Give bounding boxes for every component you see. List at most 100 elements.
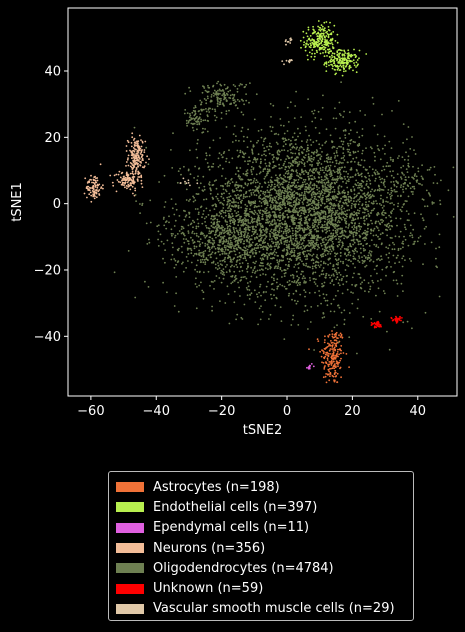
data-point bbox=[305, 150, 308, 153]
data-point bbox=[269, 179, 272, 182]
data-point bbox=[313, 187, 315, 190]
data-point bbox=[195, 232, 198, 235]
data-point bbox=[358, 174, 361, 177]
data-point bbox=[248, 156, 251, 159]
data-point bbox=[130, 162, 133, 165]
data-point bbox=[317, 199, 319, 202]
data-point bbox=[263, 203, 266, 206]
data-point bbox=[336, 351, 339, 353]
data-point bbox=[377, 213, 380, 215]
data-point bbox=[215, 205, 218, 208]
data-point bbox=[302, 196, 305, 199]
data-point bbox=[349, 243, 351, 245]
data-point bbox=[407, 159, 410, 161]
data-point bbox=[293, 178, 296, 181]
data-point bbox=[358, 198, 361, 200]
data-point bbox=[237, 237, 240, 239]
data-point bbox=[274, 304, 277, 307]
data-point bbox=[129, 172, 132, 175]
data-point bbox=[138, 176, 141, 178]
data-point bbox=[332, 351, 335, 354]
data-point bbox=[117, 180, 120, 183]
data-point bbox=[278, 229, 281, 232]
data-point bbox=[176, 181, 179, 184]
data-point bbox=[288, 201, 290, 203]
data-point bbox=[234, 274, 237, 277]
data-point bbox=[320, 24, 323, 26]
data-point bbox=[119, 181, 122, 184]
data-point bbox=[343, 166, 346, 169]
data-point bbox=[409, 232, 412, 235]
data-point bbox=[141, 140, 144, 143]
data-point bbox=[326, 354, 328, 356]
data-point bbox=[225, 160, 227, 163]
data-point bbox=[243, 240, 246, 243]
data-point bbox=[300, 246, 302, 248]
data-point bbox=[203, 185, 206, 188]
data-point bbox=[391, 225, 394, 228]
data-point bbox=[353, 252, 356, 255]
data-point bbox=[311, 151, 313, 154]
data-point bbox=[353, 188, 356, 191]
data-point bbox=[338, 170, 341, 173]
data-point bbox=[264, 191, 267, 194]
data-point bbox=[225, 157, 228, 160]
data-point bbox=[272, 235, 275, 238]
data-point bbox=[242, 135, 245, 138]
data-point bbox=[268, 191, 271, 194]
data-point bbox=[340, 349, 342, 352]
data-point bbox=[332, 169, 335, 172]
data-point bbox=[327, 345, 330, 347]
data-point bbox=[121, 179, 123, 182]
data-point bbox=[254, 211, 257, 214]
data-point bbox=[244, 196, 247, 198]
data-point bbox=[314, 223, 316, 226]
data-point bbox=[249, 208, 251, 211]
data-point bbox=[347, 52, 350, 55]
data-point bbox=[336, 54, 339, 56]
data-point bbox=[240, 232, 243, 235]
data-point bbox=[332, 273, 335, 276]
data-point bbox=[90, 179, 92, 181]
data-point bbox=[387, 247, 390, 250]
data-point bbox=[250, 292, 253, 295]
data-point bbox=[275, 281, 278, 284]
data-point bbox=[297, 203, 300, 206]
data-point bbox=[323, 243, 326, 246]
data-point bbox=[282, 164, 285, 167]
data-point bbox=[275, 234, 278, 236]
data-point bbox=[347, 246, 350, 248]
data-point bbox=[302, 36, 305, 39]
data-point bbox=[262, 192, 264, 195]
data-point bbox=[339, 232, 342, 235]
data-point bbox=[303, 148, 305, 151]
data-point bbox=[134, 162, 137, 165]
data-point bbox=[242, 197, 245, 200]
data-point bbox=[363, 187, 366, 190]
data-point bbox=[269, 244, 272, 247]
data-point bbox=[289, 144, 291, 147]
data-point bbox=[359, 164, 362, 167]
data-point bbox=[310, 237, 312, 240]
data-point bbox=[350, 260, 352, 263]
data-point bbox=[334, 255, 337, 257]
data-point bbox=[335, 151, 338, 154]
data-point bbox=[341, 60, 344, 63]
data-point bbox=[175, 276, 178, 278]
data-point bbox=[357, 150, 359, 153]
data-point bbox=[173, 305, 176, 307]
data-point bbox=[164, 261, 166, 264]
data-point bbox=[132, 167, 134, 170]
data-point bbox=[280, 193, 282, 196]
data-point bbox=[243, 140, 245, 143]
data-point bbox=[400, 282, 403, 285]
data-point bbox=[243, 253, 246, 256]
data-point bbox=[190, 249, 193, 252]
data-point bbox=[318, 294, 321, 297]
data-point bbox=[244, 226, 247, 229]
data-point bbox=[312, 237, 315, 240]
data-point bbox=[350, 176, 352, 179]
data-point bbox=[244, 160, 246, 163]
data-point bbox=[416, 240, 419, 243]
data-point bbox=[304, 281, 307, 284]
